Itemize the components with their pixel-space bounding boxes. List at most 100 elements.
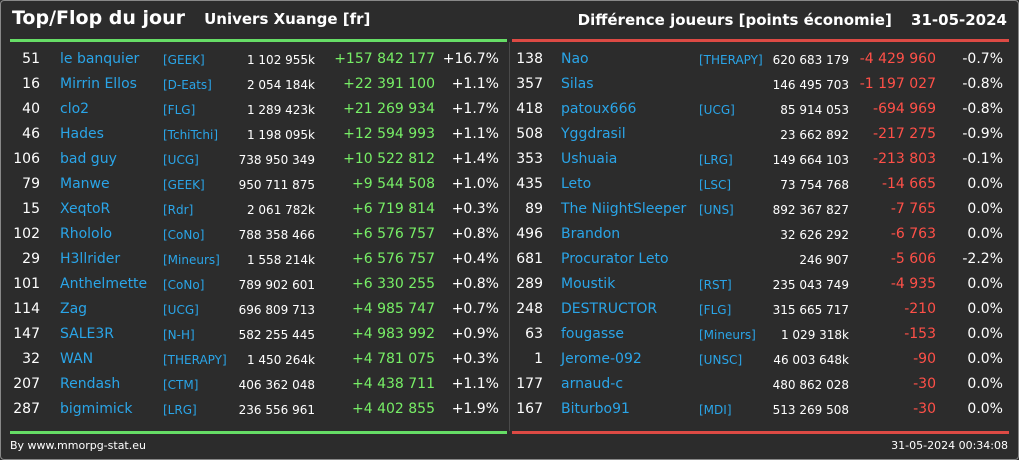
player-name-link[interactable]: Ushuaia: [561, 151, 618, 167]
player-name-link[interactable]: le banquier: [60, 51, 140, 67]
alliance-tag[interactable]: [GEEK]: [163, 178, 205, 192]
player-name-link[interactable]: Nao: [561, 51, 589, 67]
top-player-row: 16 Mirrin Ellos [D-Eats] 2 054 184k +22 391 …: [0, 72, 508, 97]
alliance-tag[interactable]: [CoNo]: [163, 228, 205, 242]
alliance-tag[interactable]: [UNS]: [699, 203, 734, 217]
player-name-link[interactable]: Mirrin Ellos: [60, 76, 137, 92]
alliance-tag[interactable]: [CTM]: [163, 378, 199, 392]
player-name-link[interactable]: Procurator Leto: [561, 251, 669, 267]
player-name-link[interactable]: bad guy: [60, 151, 117, 167]
top-player-row: 79 Manwe [GEEK] 950 711 875 +9 544 508 +1.0%: [0, 172, 508, 197]
player-name-link[interactable]: Yggdrasil: [561, 126, 626, 142]
player-points: 480 862 028: [772, 378, 849, 392]
percent-change: 0.0%: [967, 351, 1003, 367]
alliance-tag[interactable]: [LRG]: [163, 403, 197, 417]
points-difference: -6 763: [890, 226, 936, 242]
player-name-link[interactable]: Jerome-092: [561, 351, 642, 367]
alliance-tag[interactable]: [UCG]: [163, 303, 199, 317]
points-difference: -90: [913, 351, 936, 367]
alliance-tag[interactable]: [UNSC]: [699, 353, 743, 367]
player-name-link[interactable]: Manwe: [60, 176, 110, 192]
player-name-link[interactable]: Biturbo91: [561, 401, 630, 417]
points-difference: +6 719 814: [352, 201, 435, 217]
alliance-tag[interactable]: [FLG]: [163, 103, 196, 117]
alliance-tag[interactable]: [MDI]: [699, 403, 732, 417]
points-difference: +6 576 757: [352, 251, 435, 267]
points-difference: +4 402 855: [352, 401, 435, 417]
alliance-tag[interactable]: [N-H]: [163, 328, 195, 342]
player-name-link[interactable]: Rendash: [60, 376, 121, 392]
footer-timestamp: 31-05-2024 00:34:08: [891, 439, 1008, 452]
alliance-tag[interactable]: [LSC]: [699, 178, 732, 192]
percent-change: +0.9%: [451, 326, 499, 342]
flop-player-row: 435 Leto [LSC] 73 754 768 -14 665 0.0%: [511, 172, 1019, 197]
player-name-link[interactable]: Leto: [561, 176, 592, 192]
points-difference: -153: [904, 326, 936, 342]
top-player-row: 40 clo2 [FLG] 1 289 423k +21 269 934 +1.7%: [0, 97, 508, 122]
alliance-tag[interactable]: [Rdr]: [163, 203, 194, 217]
player-name-link[interactable]: SALE3R: [60, 326, 115, 342]
percent-change: -0.9%: [962, 126, 1003, 142]
player-rank: 101: [13, 276, 40, 292]
top-player-row: 46 Hades [TchiTchi] 1 198 095k +12 594 993 +1…: [0, 122, 508, 147]
top-player-row: 106 bad guy [UCG] 738 950 349 +10 522 812 +1.…: [0, 147, 508, 172]
flop-divider-line: [512, 39, 1009, 42]
player-rank: 357: [516, 76, 543, 92]
alliance-tag[interactable]: [THERAPY]: [163, 353, 227, 367]
alliance-tag[interactable]: [D-Eats]: [163, 78, 212, 92]
player-name-link[interactable]: fougasse: [561, 326, 625, 342]
flop-player-row: 1 Jerome-092 [UNSC] 46 003 648k -90 0.0%: [511, 347, 1019, 372]
player-name-link[interactable]: XeqtoR: [60, 201, 111, 217]
player-rank: 508: [516, 126, 543, 142]
alliance-tag[interactable]: [CoNo]: [163, 278, 205, 292]
alliance-tag[interactable]: [THERAPY]: [699, 53, 763, 67]
flop-player-row: 138 Nao [THERAPY] 620 683 179 -4 429 960 -0.7…: [511, 47, 1019, 72]
alliance-tag[interactable]: [UCG]: [163, 153, 199, 167]
player-points: 23 662 892: [780, 128, 849, 142]
player-rank: 32: [22, 351, 40, 367]
alliance-tag[interactable]: [UCG]: [699, 103, 735, 117]
points-difference: -1 197 027: [859, 76, 936, 92]
player-name-link[interactable]: Zag: [60, 301, 88, 317]
alliance-tag[interactable]: [GEEK]: [163, 53, 205, 67]
alliance-tag[interactable]: [TchiTchi]: [163, 128, 219, 142]
player-points: 513 269 508: [772, 403, 849, 417]
player-name-link[interactable]: Silas: [561, 76, 594, 92]
top-player-row: 147 SALE3R [N-H] 582 255 445 +4 983 992 +0.9%: [0, 322, 508, 347]
player-name-link[interactable]: The NiightSleeper: [561, 201, 687, 217]
player-points: 146 495 703: [772, 78, 849, 92]
player-name-link[interactable]: H3llrider: [60, 251, 121, 267]
player-points: 788 358 466: [238, 228, 315, 242]
player-name-link[interactable]: DESTRUCTOR: [561, 301, 658, 317]
player-rank: 106: [13, 151, 40, 167]
alliance-tag[interactable]: [RST]: [699, 278, 732, 292]
player-name-link[interactable]: clo2: [60, 101, 90, 117]
player-name-link[interactable]: Brandon: [561, 226, 621, 242]
player-name-link[interactable]: arnaud-c: [561, 376, 624, 392]
player-name-link[interactable]: Hades: [60, 126, 104, 142]
player-points: 73 754 768: [780, 178, 849, 192]
player-rank: 681: [516, 251, 543, 267]
player-rank: 79: [22, 176, 40, 192]
points-difference: -4 429 960: [859, 51, 936, 67]
player-name-link[interactable]: WAN: [60, 351, 94, 367]
player-name-link[interactable]: bigmimick: [60, 401, 133, 417]
player-points: 738 950 349: [238, 153, 315, 167]
alliance-tag[interactable]: [Mineurs]: [699, 328, 756, 342]
player-name-link[interactable]: patoux666: [561, 101, 637, 117]
player-points: 1 102 955k: [246, 53, 315, 67]
player-points: 149 664 103: [772, 153, 849, 167]
points-difference: +6 576 757: [352, 226, 435, 242]
player-rank: 138: [516, 51, 543, 67]
player-points: 2 061 782k: [246, 203, 315, 217]
points-difference: +10 522 812: [343, 151, 435, 167]
alliance-tag[interactable]: [Mineurs]: [163, 253, 220, 267]
player-name-link[interactable]: Moustik: [561, 276, 616, 292]
percent-change: +1.0%: [451, 176, 499, 192]
alliance-tag[interactable]: [FLG]: [699, 303, 732, 317]
player-points: 1 198 095k: [246, 128, 315, 142]
player-name-link[interactable]: Anthelmette: [60, 276, 148, 292]
percent-change: +16.7%: [442, 51, 499, 67]
player-name-link[interactable]: Rhololo: [60, 226, 113, 242]
alliance-tag[interactable]: [LRG]: [699, 153, 733, 167]
